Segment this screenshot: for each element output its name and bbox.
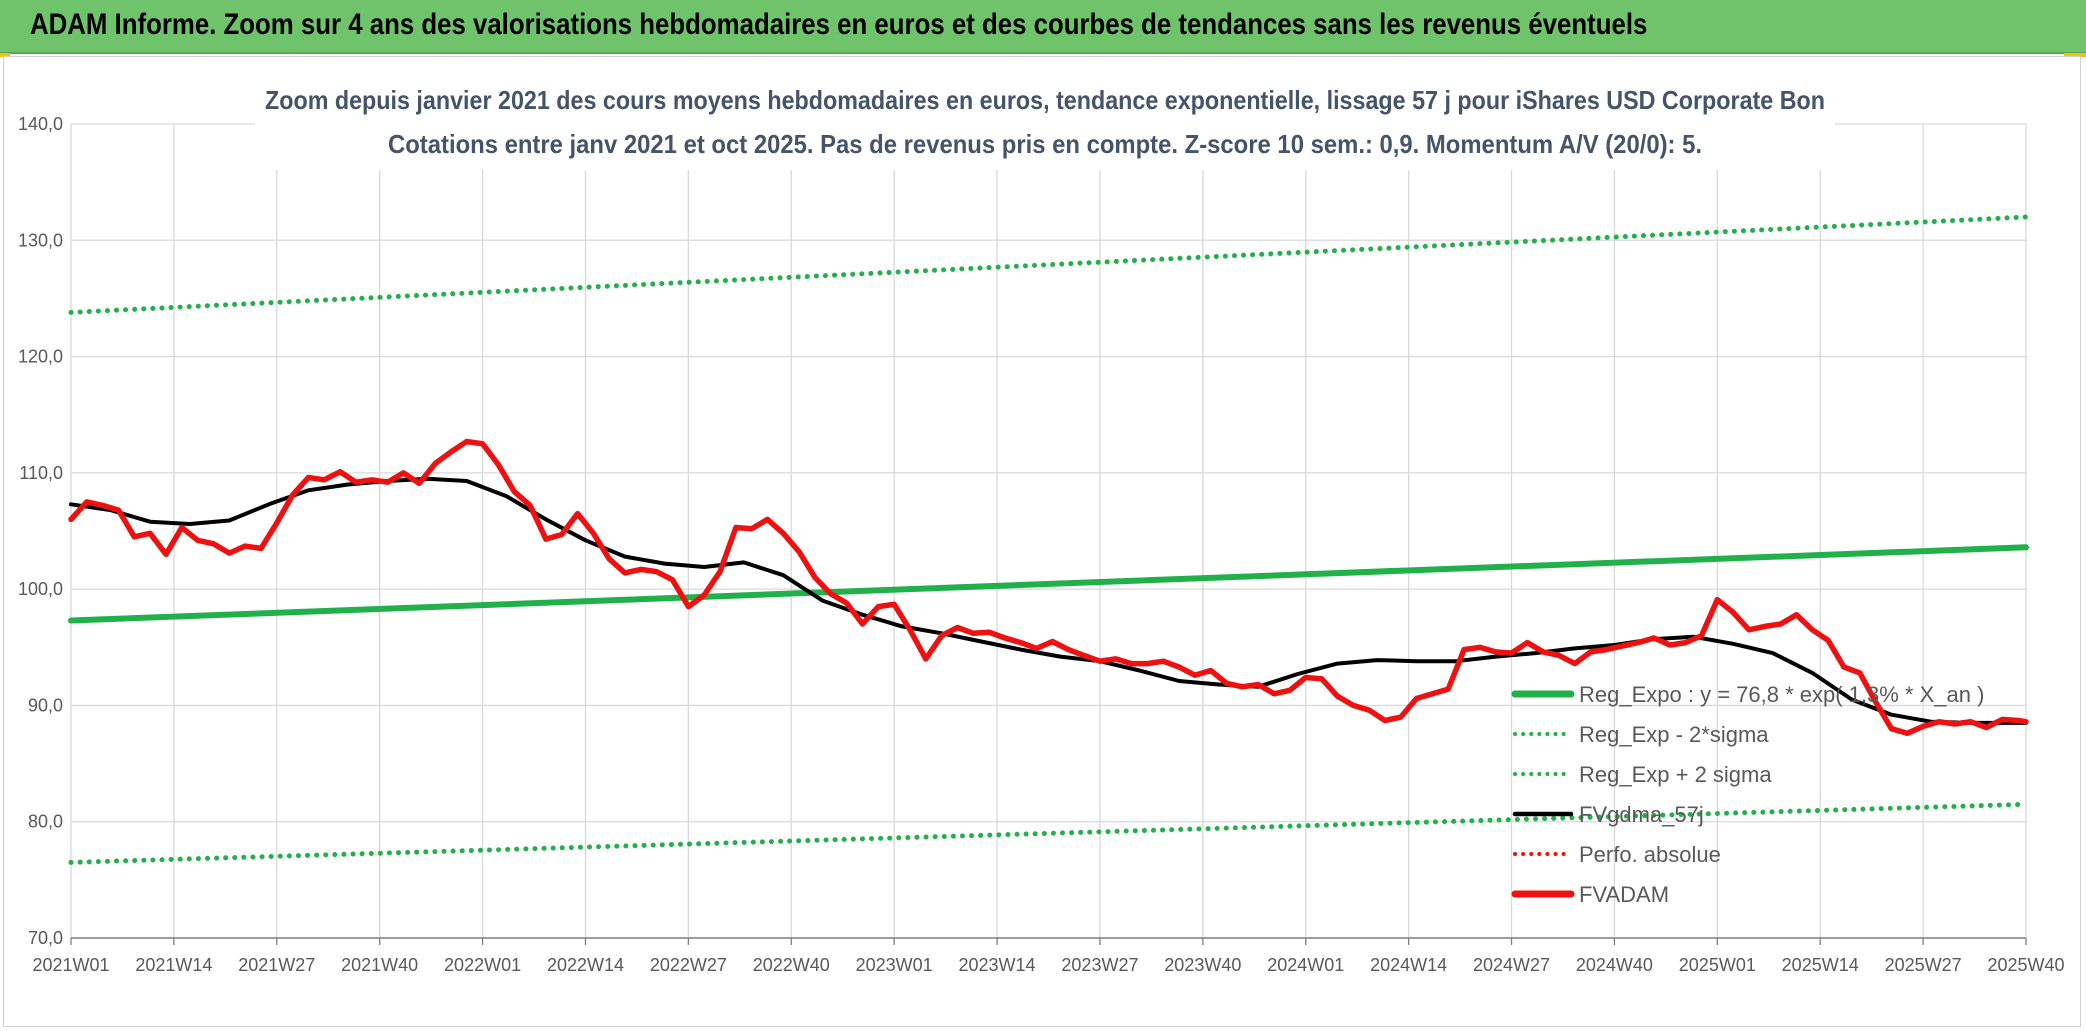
x-tick-label: 2025W40 [1987,955,2064,975]
y-tick-label: 100,0 [18,579,63,599]
y-tick-label: 80,0 [28,812,63,832]
x-tick-label: 2022W14 [547,955,624,975]
chart-title-line-2: Cotations entre janv 2021 et oct 2025. P… [388,129,1702,159]
series-fvadam-line [68,438,2029,737]
x-tick-label: 2024W40 [1576,955,1653,975]
legend-label: FVgdma_57j [1579,802,1704,827]
x-tick-label: 2023W14 [959,955,1036,975]
x-tick-label: 2024W01 [1267,955,1344,975]
chart-title: Zoom depuis janvier 2021 des cours moyen… [255,80,1835,170]
x-tick-label: 2021W14 [135,955,212,975]
chart-title-line-1: Zoom depuis janvier 2021 des cours moyen… [265,85,1825,115]
chart-frame [3,56,2081,1027]
x-tick-label: 2021W40 [341,955,418,975]
banner-accent-left [0,53,10,57]
x-tick-label: 2025W14 [1782,955,1859,975]
grid-lines [70,123,2027,939]
y-tick-label: 90,0 [28,695,63,715]
legend-label: Perfo. absolue [1579,842,1721,867]
y-tick-label: 70,0 [28,928,63,948]
legend: Reg_Expo : y = 76,8 * exp( 1,3% * X_an )… [1511,682,1984,907]
x-tick-label: 2021W27 [238,955,315,975]
x-tick-label: 2021W01 [32,955,109,975]
legend-item: Reg_Expo : y = 76,8 * exp( 1,3% * X_an ) [1511,682,1984,707]
x-tick-label: 2025W27 [1885,955,1962,975]
legend-item: Perfo. absolue [1513,842,1721,867]
legend-item: Reg_Exp - 2*sigma [1513,722,1769,747]
y-tick-label: 120,0 [18,347,63,367]
legend-label: FVADAM [1579,882,1669,907]
title-background [255,80,1835,170]
legend-label: Reg_Exp - 2*sigma [1579,722,1769,747]
y-tick-label: 130,0 [18,230,63,250]
y-tick-label: 140,0 [18,114,63,134]
header-banner: ADAM Informe. Zoom sur 4 ans des valoris… [0,0,2086,54]
y-tick-label: 110,0 [19,463,63,483]
x-tick-label: 2023W01 [856,955,933,975]
banner-accent-right [2064,53,2086,57]
page-title: ADAM Informe. Zoom sur 4 ans des valoris… [30,8,1648,41]
legend-label: Reg_Exp + 2 sigma [1579,762,1772,787]
x-tick-label: 2025W01 [1679,955,1756,975]
x-tick-label: 2024W14 [1370,955,1447,975]
legend-item: FVADAM [1511,882,1669,907]
series-reg-exp-minus-2sigma-line [68,801,2029,865]
series-reg-expo-line [68,544,2029,624]
x-tick-label: 2023W27 [1061,955,1138,975]
series-reg-exp-plus-2sigma-line [68,214,2029,315]
x-tick-label: 2022W27 [650,955,727,975]
x-tick-label: 2024W27 [1473,955,1550,975]
x-tick-label: 2023W40 [1164,955,1241,975]
x-tick-label: 2022W40 [753,955,830,975]
x-tick-label: 2022W01 [444,955,521,975]
axes: 70,0 80,0 90,0 100,0 110,0 120,0 130,0 140,0 202… [18,114,2065,975]
legend-label: Reg_Expo : y = 76,8 * exp( 1,3% * X_an ) [1579,682,1984,707]
series [68,214,2029,865]
legend-item: Reg_Exp + 2 sigma [1513,762,1772,787]
legend-item: FVgdma_57j [1512,802,1704,827]
